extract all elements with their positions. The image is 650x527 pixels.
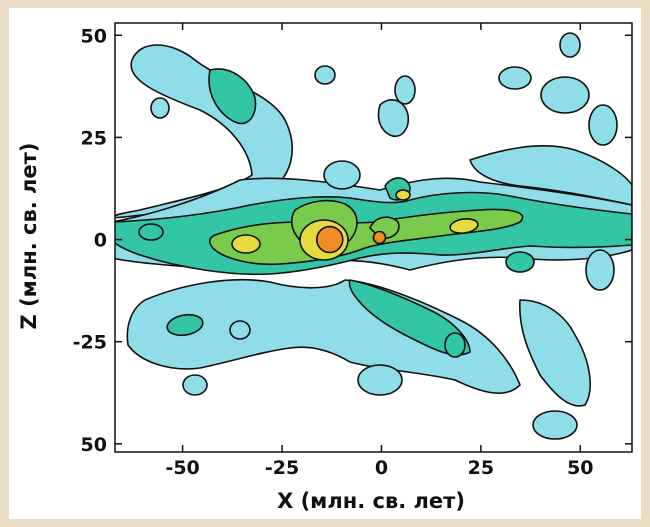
contour-level-2-north-east-clump bbox=[498, 66, 532, 90]
contour-group bbox=[115, 23, 632, 452]
axis-ticks: -50 -25 0 25 50 50 25 0 -25 50 bbox=[73, 23, 632, 479]
contour-level-3-north-arm-core bbox=[208, 68, 257, 125]
plot-border bbox=[114, 22, 633, 453]
y-tick-label: 0 bbox=[94, 230, 107, 252]
y-tick-label: 50 bbox=[81, 434, 107, 456]
contour-level-2-west-clump bbox=[150, 97, 170, 119]
contour-level-3-east-knot bbox=[505, 251, 535, 273]
contour-level-5-west-knot bbox=[231, 234, 261, 254]
contour-level-2-top-east-clump bbox=[559, 32, 581, 58]
contour-level-2-far-east-clump bbox=[588, 104, 618, 146]
y-tick-label: -25 bbox=[73, 332, 107, 354]
contour-level-2-north-spur bbox=[377, 99, 410, 137]
contour-level-3-west-knot bbox=[138, 223, 164, 241]
contour-level-2-lower-west-clump bbox=[229, 320, 251, 340]
contour-level-2-east-clump bbox=[540, 76, 590, 114]
y-tick-label: 25 bbox=[81, 127, 107, 149]
y-tick-label: 50 bbox=[81, 25, 107, 47]
contour-level-5-east-ridge bbox=[449, 217, 479, 235]
contour-level-3-southeast-knot bbox=[444, 332, 466, 358]
contour-level-2-north-clump bbox=[314, 65, 336, 85]
y-axis-label: Z (млн. св. лет) bbox=[17, 143, 41, 330]
x-tick-label: -50 bbox=[165, 457, 199, 479]
contour-level-2-top-center-clump bbox=[394, 75, 416, 105]
contour-level-6-main-peak bbox=[315, 225, 344, 254]
contour-level-2-bottom-west-clump bbox=[182, 374, 208, 396]
x-tick-label: 50 bbox=[567, 457, 593, 479]
local-group-marker bbox=[372, 230, 387, 245]
contour-level-2-bottom-east-clump bbox=[532, 410, 578, 440]
x-tick-label: 0 bbox=[375, 457, 388, 479]
x-tick-label: -25 bbox=[265, 457, 299, 479]
x-axis-label: X (млн. св. лет) bbox=[277, 489, 465, 513]
plot-area bbox=[114, 22, 633, 453]
contour-level-2-northeast-arm bbox=[469, 145, 632, 206]
contour-level-2-center-north-clump bbox=[323, 160, 361, 190]
contour-level-2-east-lower-clump bbox=[585, 249, 615, 291]
contour-level-2-southeast-lobe bbox=[519, 299, 591, 407]
x-tick-label: 25 bbox=[468, 457, 494, 479]
contour-level-3-southwest-knot bbox=[166, 313, 204, 337]
contour-level-2-bottom-center-clump bbox=[357, 364, 403, 396]
contour-level-5-north-knot bbox=[395, 189, 411, 201]
